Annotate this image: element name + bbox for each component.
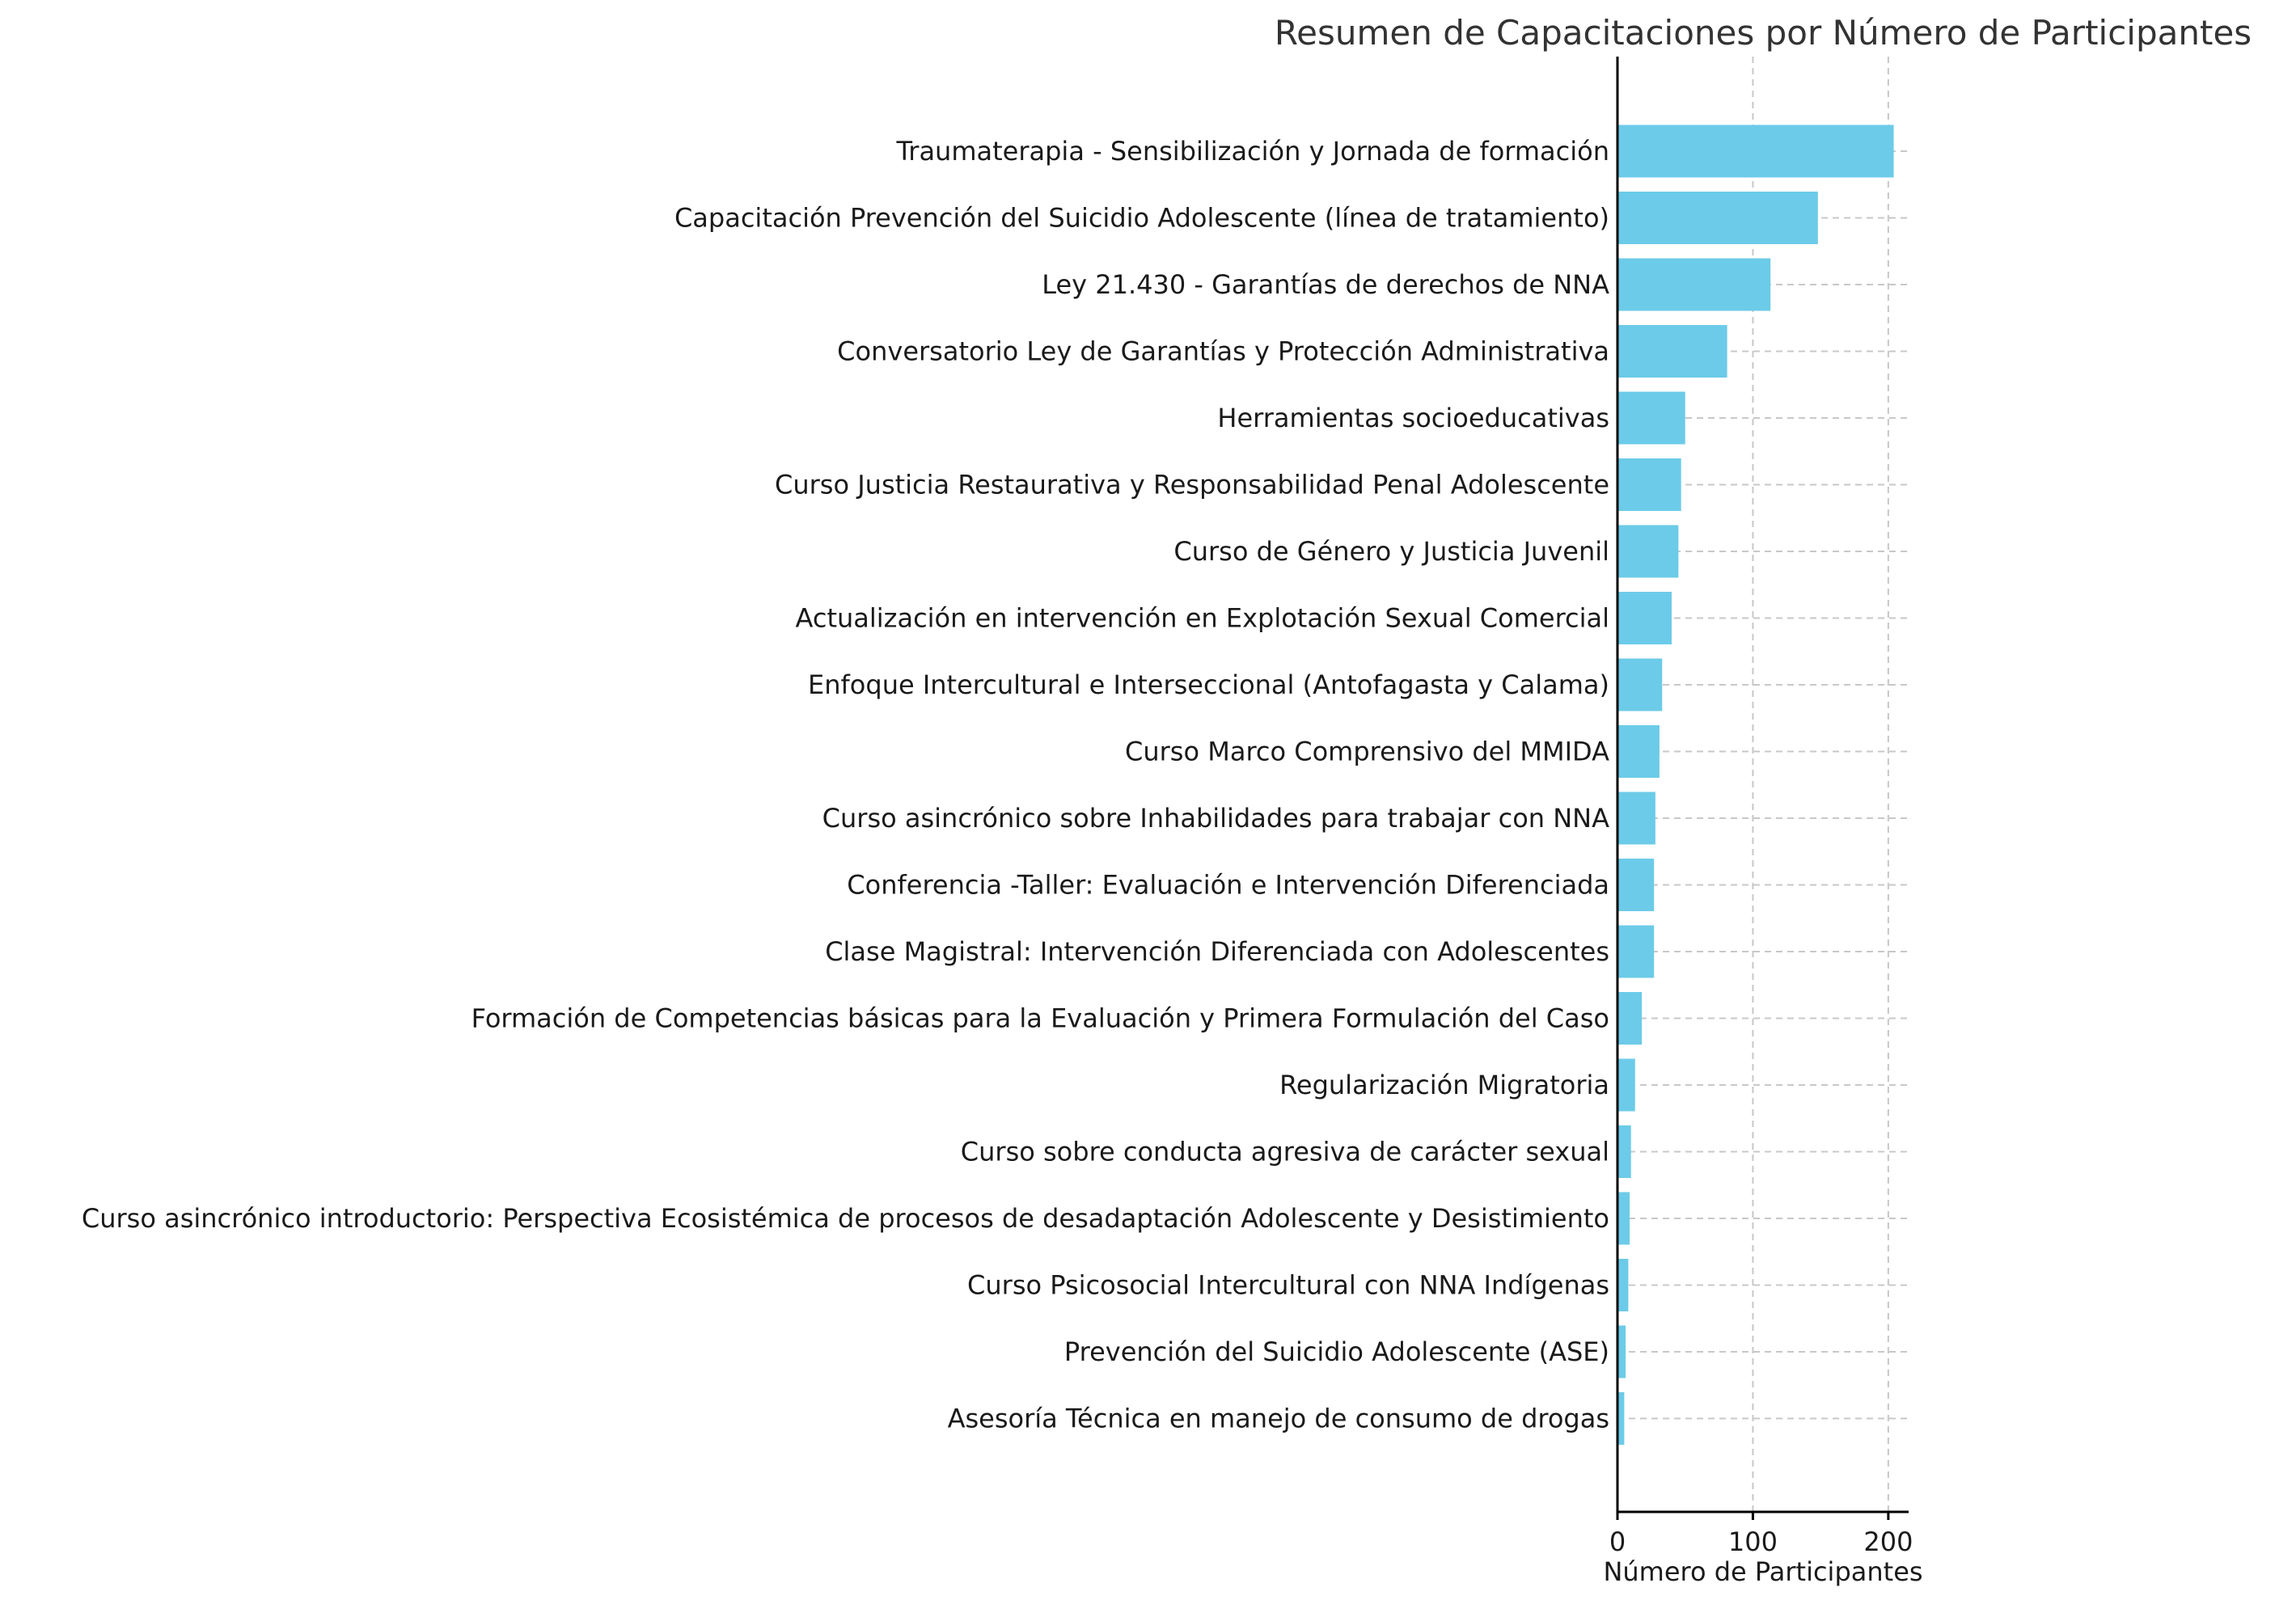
category-label: Conversatorio Ley de Garantías y Protecc…: [837, 336, 1609, 367]
category-label: Curso Psicosocial Intercultural con NNA …: [967, 1270, 1609, 1301]
bar: [1617, 525, 1679, 578]
category-label: Prevención del Suicidio Adolescente (ASE…: [1064, 1336, 1609, 1367]
bar: [1617, 925, 1655, 978]
x-ticks: 0 100 200: [1609, 1512, 1913, 1557]
category-label: Actualización en intervención en Explota…: [796, 603, 1609, 634]
category-label: Curso sobre conducta agresiva de carácte…: [961, 1137, 1609, 1167]
bar: [1617, 725, 1660, 778]
bar: [1617, 859, 1655, 911]
bar: [1617, 992, 1643, 1045]
category-labels: Traumaterapia - Sensibilización y Jornad…: [82, 136, 1609, 1434]
category-label: Regularización Migratoria: [1279, 1070, 1609, 1100]
category-label: Enfoque Intercultural e Interseccional (…: [808, 669, 1609, 700]
bar: [1617, 1259, 1629, 1311]
x-tick-label: 100: [1728, 1526, 1778, 1557]
category-label: Curso asincrónico sobre Inhabilidades pa…: [822, 803, 1609, 834]
category-label: Curso asincrónico introductorio: Perspec…: [82, 1203, 1609, 1234]
bar: [1617, 1325, 1626, 1378]
bar: [1617, 325, 1727, 378]
bar: [1617, 458, 1681, 511]
bar: [1617, 1192, 1630, 1245]
category-label: Asesoría Técnica en manejo de consumo de…: [948, 1404, 1609, 1434]
bar: [1617, 792, 1655, 845]
category-label: Clase Magistral: Intervención Diferencia…: [825, 936, 1609, 967]
bar: [1617, 125, 1894, 178]
chart-title: Resumen de Capacitaciones por Número de …: [1275, 13, 2252, 53]
x-tick-label: 200: [1863, 1526, 1913, 1557]
bar: [1617, 192, 1818, 244]
category-label: Traumaterapia - Sensibilización y Jornad…: [895, 136, 1609, 167]
category-label: Curso Justicia Restaurativa y Responsabi…: [775, 470, 1609, 500]
bar: [1617, 258, 1771, 311]
category-label: Conferencia -Taller: Evaluación e Interv…: [847, 870, 1609, 901]
bar: [1617, 1058, 1635, 1112]
category-label: Formación de Competencias básicas para l…: [471, 1003, 1609, 1034]
category-label: Herramientas socioeducativas: [1217, 403, 1609, 433]
bar: [1617, 658, 1663, 711]
x-axis-label: Número de Participantes: [1603, 1556, 1922, 1587]
category-label: Ley 21.430 - Garantías de derechos de NN…: [1042, 269, 1609, 300]
category-label: Curso de Género y Justicia Juvenil: [1173, 536, 1609, 567]
bar: [1617, 391, 1685, 445]
bar: [1617, 1392, 1625, 1445]
bar: [1617, 592, 1672, 644]
category-label: Capacitación Prevención del Suicidio Ado…: [674, 203, 1609, 234]
bar: [1617, 1125, 1631, 1178]
category-label: Curso Marco Comprensivo del MMIDA: [1125, 737, 1609, 767]
bar-layer: [1617, 125, 1894, 1445]
x-tick-label: 0: [1609, 1526, 1626, 1557]
